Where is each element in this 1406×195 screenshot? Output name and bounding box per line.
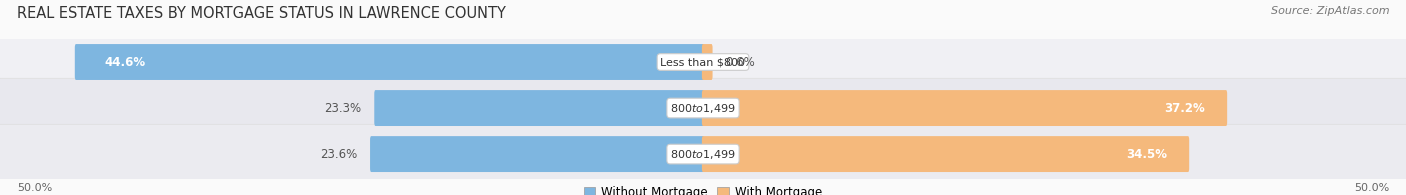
Text: $800 to $1,499: $800 to $1,499: [671, 102, 735, 114]
Text: 37.2%: 37.2%: [1164, 102, 1205, 114]
FancyBboxPatch shape: [0, 78, 1406, 138]
FancyBboxPatch shape: [75, 44, 704, 80]
Text: 50.0%: 50.0%: [17, 183, 52, 193]
Text: 23.6%: 23.6%: [321, 148, 357, 160]
Text: 34.5%: 34.5%: [1126, 148, 1167, 160]
Text: 23.3%: 23.3%: [325, 102, 361, 114]
FancyBboxPatch shape: [374, 90, 704, 126]
Text: Source: ZipAtlas.com: Source: ZipAtlas.com: [1271, 6, 1389, 16]
FancyBboxPatch shape: [370, 136, 704, 172]
Text: $800 to $1,499: $800 to $1,499: [671, 148, 735, 160]
FancyBboxPatch shape: [0, 32, 1406, 92]
Text: 44.6%: 44.6%: [104, 56, 145, 68]
Legend: Without Mortgage, With Mortgage: Without Mortgage, With Mortgage: [583, 186, 823, 195]
Text: Less than $800: Less than $800: [661, 57, 745, 67]
FancyBboxPatch shape: [702, 90, 1227, 126]
FancyBboxPatch shape: [702, 136, 1189, 172]
FancyBboxPatch shape: [702, 44, 713, 80]
Text: 0.6%: 0.6%: [725, 56, 755, 68]
FancyBboxPatch shape: [0, 124, 1406, 184]
Text: REAL ESTATE TAXES BY MORTGAGE STATUS IN LAWRENCE COUNTY: REAL ESTATE TAXES BY MORTGAGE STATUS IN …: [17, 6, 506, 21]
Text: 50.0%: 50.0%: [1354, 183, 1389, 193]
